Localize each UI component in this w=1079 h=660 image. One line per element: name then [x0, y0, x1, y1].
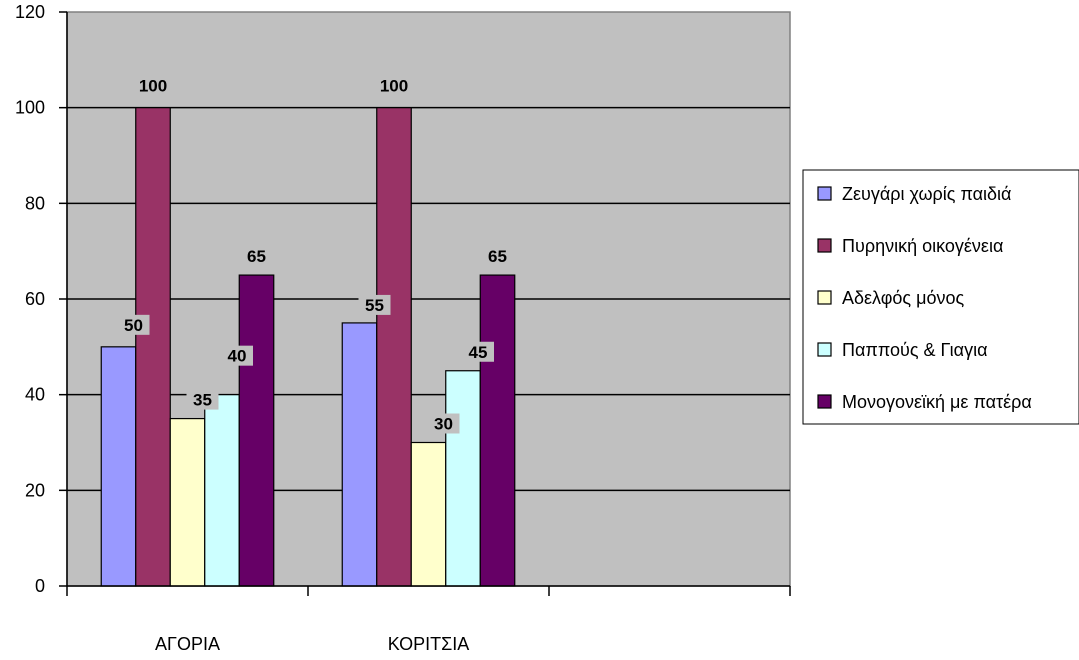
legend: Ζευγάρι χωρίς παιδιά Πυρηνική οικογένεια Α… — [802, 169, 1079, 425]
legend-swatch — [817, 342, 832, 357]
bar — [445, 370, 481, 587]
data-label: 45 — [469, 343, 488, 362]
bar — [238, 274, 275, 587]
legend-label: Πυρηνική οικογένεια — [842, 236, 1003, 256]
data-label-bg — [137, 75, 169, 96]
data-label: 65 — [247, 247, 266, 266]
legend-swatch — [817, 238, 832, 253]
data-label: 55 — [365, 296, 384, 315]
bar — [410, 441, 447, 587]
data-label-bg — [481, 246, 514, 267]
bar — [135, 107, 171, 587]
data-label-bg — [358, 294, 391, 315]
category-label: ΚΟΡΙΤΣΙΑ — [388, 634, 470, 654]
y-tick-label: 40 — [25, 385, 45, 405]
data-label-bg — [186, 389, 219, 410]
data-label: 40 — [228, 347, 247, 366]
legend-swatch — [817, 290, 832, 305]
data-label: 50 — [124, 316, 143, 335]
data-label: 30 — [434, 415, 453, 434]
bar — [204, 394, 240, 587]
bar — [376, 107, 412, 587]
data-label: 35 — [193, 391, 212, 410]
y-tick-label: 100 — [15, 98, 45, 118]
data-label-bg — [240, 246, 273, 267]
legend-label: Παππούς & Γιαγια — [842, 340, 987, 360]
y-tick-label: 20 — [25, 480, 45, 500]
legend-swatch — [817, 186, 832, 201]
bars — [100, 107, 516, 587]
data-label-bg — [221, 345, 253, 366]
data-labels: 50 55 100 100 35 30 40 45 65 65 — [117, 75, 514, 434]
y-tick-label: 60 — [25, 289, 45, 309]
data-label-bg — [427, 413, 460, 434]
y-tick-label: 120 — [15, 2, 45, 22]
legend-swatch — [817, 394, 832, 409]
data-label-bg — [117, 314, 150, 335]
legend-box — [802, 169, 1079, 425]
bar — [169, 417, 206, 587]
bar — [479, 274, 516, 587]
legend-label: Ζευγάρι χωρίς παιδιά — [842, 184, 1011, 204]
data-label-bg — [378, 75, 410, 96]
legend-label: Μονογονεϊκή με πατέρα — [842, 392, 1032, 412]
data-label: 100 — [380, 77, 408, 96]
y-tick-label: 80 — [25, 193, 45, 213]
data-label: 100 — [139, 77, 167, 96]
y-tick-label: 0 — [35, 576, 45, 596]
data-label-bg — [462, 341, 494, 362]
axes: 0 20 40 60 80 100 120 ΑΓΟΡΙΑ ΚΟΡΙΤΣΙΑ — [15, 2, 791, 654]
bar — [341, 322, 378, 587]
data-label: 65 — [488, 247, 507, 266]
bar — [100, 346, 137, 587]
legend-label: Αδελφός μόνος — [842, 288, 964, 308]
category-label: ΑΓΟΡΙΑ — [155, 634, 220, 654]
